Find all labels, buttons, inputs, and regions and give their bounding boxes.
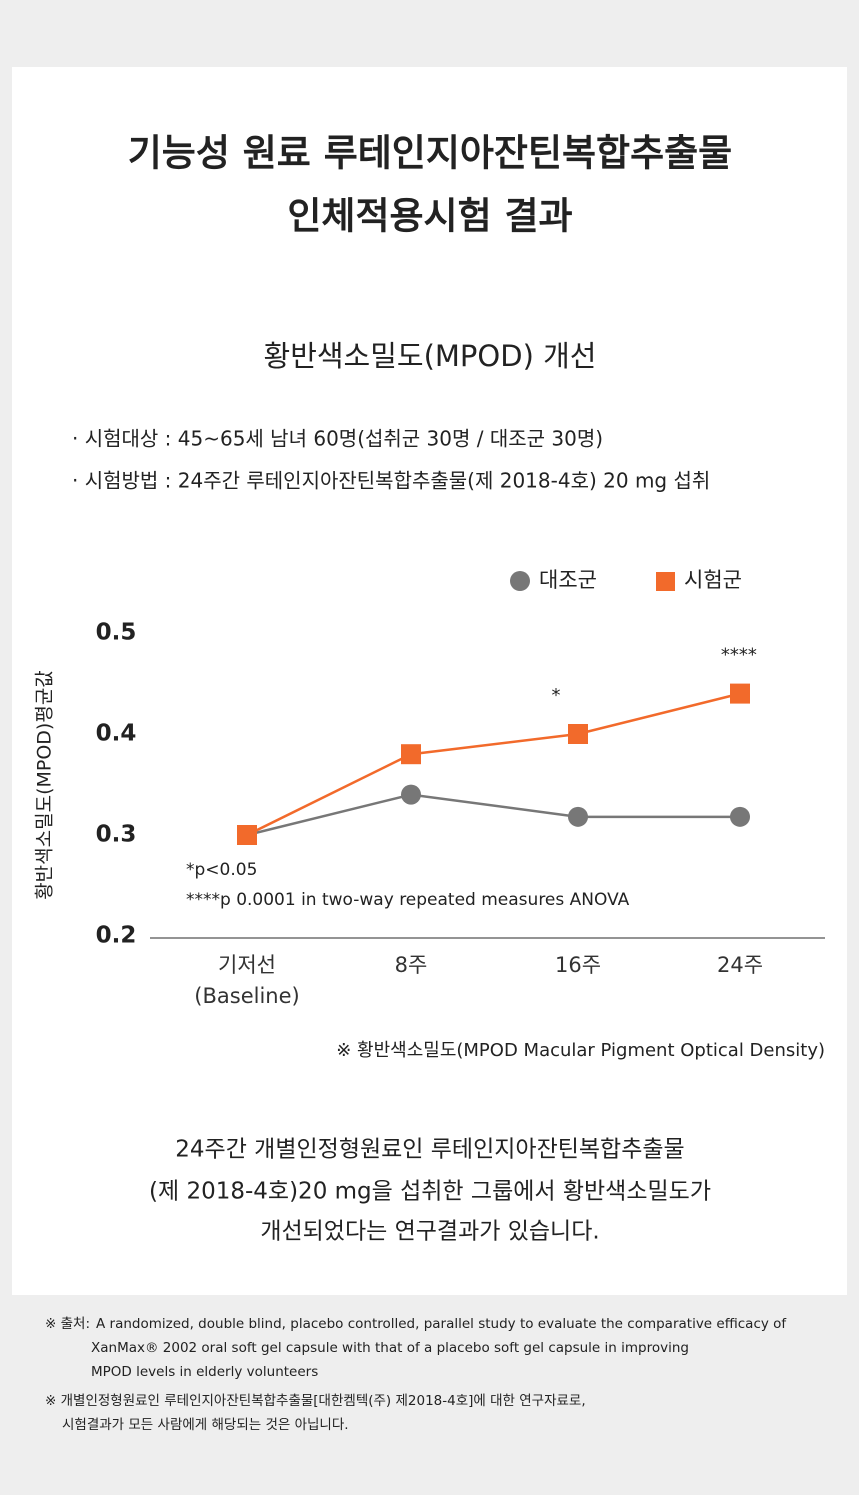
summary: (제 2018-4호)20 mg을 섭취한 그룹에서 황반색소밀도가 <box>149 1179 711 1205</box>
chart-note: ※ 황반색소밀도(MPOD Macular Pigment Optical De… <box>336 1040 825 1061</box>
footnote: MPOD levels in elderly volunteers <box>91 1364 318 1380</box>
marker <box>730 806 750 827</box>
series-line <box>246 692 741 837</box>
marker <box>730 683 750 704</box>
y-tick-label: 0.4 <box>96 721 137 747</box>
legend-label: 시험군 <box>684 568 742 592</box>
series-line <box>246 793 740 837</box>
significance: **** <box>721 645 757 666</box>
significance: * <box>552 685 561 706</box>
x-tick-label: 16주 <box>554 953 602 977</box>
title: 기능성 원료 루테인지아잔틴복합추출물 <box>128 132 732 175</box>
footnote: 시험결과가 모든 사람에게 해당되는 것은 아닙니다. <box>62 1417 349 1433</box>
marker <box>401 784 421 805</box>
x-tick-label: 24주 <box>716 953 764 977</box>
footnote: ※ 출처: <box>45 1316 90 1332</box>
summary: 24주간 개별인정형원료인 루테인지아잔틴복합추출물 <box>175 1137 684 1163</box>
title: 인체적용시험 결과 <box>287 195 572 238</box>
footnote: XanMax® 2002 oral soft gel capsule with … <box>91 1340 689 1356</box>
marker <box>568 724 588 744</box>
marker <box>401 744 421 765</box>
footnote: A randomized, double blind, placebo cont… <box>96 1316 787 1332</box>
marker <box>568 806 588 827</box>
marker <box>237 825 257 845</box>
y-tick-label: 0.2 <box>96 923 137 949</box>
x-tick-label: 기저선 (Baseline) <box>194 953 300 1008</box>
y-tick-label: 0.3 <box>96 822 137 848</box>
chart-title: 황반색소밀도(MPOD) 개선 <box>264 339 597 373</box>
bullet: · 시험대상 : 45~65세 남녀 60명(섭취군 30명 / 대조군 30명… <box>72 427 603 451</box>
legend-label: 대조군 <box>539 568 597 592</box>
summary: 개선되었다는 연구결과가 있습니다. <box>260 1219 599 1245</box>
legend-marker <box>656 572 675 591</box>
footnote: ※ 개별인정형원료인 루테인지아잔틴복합추출물[대한켐텍(주) 제2018-4호… <box>45 1393 586 1409</box>
bullet: · 시험방법 : 24주간 루테인지아잔틴복합추출물(제 2018-4호) 20… <box>72 469 710 493</box>
y-tick-label: 0.5 <box>96 620 137 646</box>
stat-note: ****p 0.0001 in two-way repeated measure… <box>186 890 630 910</box>
x-tick-label: 8주 <box>394 953 428 977</box>
card <box>12 67 847 1295</box>
y-axis-label: 황반색소밀도(MPOD)평균값 <box>34 670 56 900</box>
legend-marker <box>510 571 530 591</box>
stat-note: *p<0.05 <box>186 860 257 880</box>
